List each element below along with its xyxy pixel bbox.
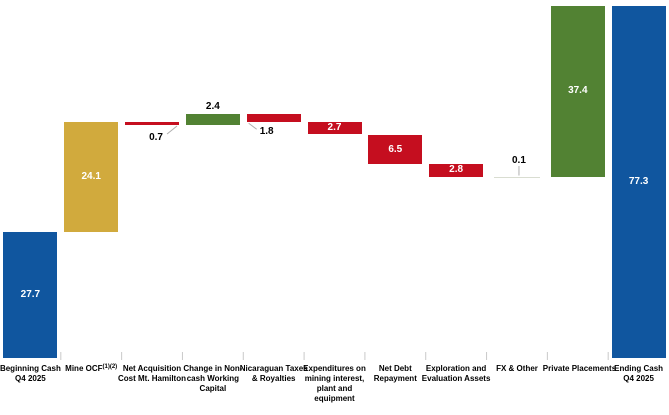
category-label-net-acquisition-cost-mt-hamilton: Net Acquisition Cost Mt. Hamilton — [117, 364, 187, 384]
category-label-line: Q4 2025 — [15, 374, 46, 383]
bar-ending-cash-q4-2025 — [611, 5, 666, 358]
category-label-line: Mine OCF — [65, 364, 103, 373]
category-label-line: FX & Other — [496, 364, 538, 373]
category-label-mine-ocf: Mine OCF(1)(2) — [56, 364, 126, 375]
category-label-expenditures-on-mining-interest-plant-and-equipment: Expenditures on mining interest, plant and… — [300, 364, 370, 404]
category-label-line: & Royalties — [251, 374, 296, 383]
category-label-fx-other: FX & Other — [482, 364, 552, 374]
category-label-ending-cash-q4-2025: Ending Cash Q4 2025 — [604, 364, 669, 384]
category-label-line: Net Acquisition — [122, 364, 182, 373]
footnote-superscript: (1)(2) — [102, 364, 118, 370]
value-label-net-debt-repayment: 6.5 — [388, 143, 403, 155]
category-label-line: equipment — [314, 394, 355, 403]
category-label-line: Net Debt — [378, 364, 412, 373]
category-label-line: plant and — [316, 384, 353, 393]
value-label-mine-ocf: 24.1 — [81, 170, 101, 182]
value-label-private-placements: 37.4 — [568, 85, 588, 96]
category-label-line: Beginning Cash — [0, 364, 61, 373]
value-label-fx-other: 0.1 — [512, 154, 526, 166]
category-label-line: Change in Non- — [183, 364, 243, 373]
value-label-beginning-cash-q4-2025: 27.7 — [20, 288, 41, 300]
category-label-line: Q4 2025 — [623, 374, 654, 383]
bar-fx-other — [493, 176, 540, 178]
category-label-line: Repayment — [373, 374, 417, 383]
category-label-line: Exploration and — [425, 364, 487, 373]
category-label-line: cash Working — [186, 374, 240, 383]
value-label-nicaraguan-taxes-royalties: 1.8 — [259, 126, 274, 138]
category-label-line: Nicaraguan Taxes — [239, 364, 308, 373]
value-label-expenditures-on-mining-interest-plant-and-equipment: 2.7 — [327, 122, 342, 134]
bar-nicaraguan-taxes-royalties — [246, 114, 301, 123]
bar-private-placements — [550, 6, 605, 177]
category-label-nicaraguan-taxes-royalties: Nicaraguan Taxes & Royalties — [239, 364, 309, 384]
category-label-line: Evaluation Assets — [421, 374, 491, 383]
value-label-net-acquisition-cost-mt-hamilton: 0.7 — [149, 132, 163, 143]
bar-mine-ocf — [64, 121, 119, 232]
category-label-line: Ending Cash — [614, 364, 664, 373]
bar-net-acquisition-cost-mt-hamilton — [125, 121, 179, 125]
bar-beginning-cash-q4-2025 — [3, 231, 58, 358]
bar-exploration-and-evaluation-assets — [429, 164, 484, 177]
category-label-line: Cost Mt. Hamilton — [118, 374, 186, 383]
value-label-change-in-non-cash-working-capital: 2.4 — [205, 101, 220, 112]
category-label-line: Private Placements — [542, 364, 617, 373]
value-label-exploration-and-evaluation-assets: 2.8 — [449, 164, 464, 176]
value-label-ending-cash-q4-2025: 77.3 — [628, 175, 649, 187]
category-label-line: mining interest, — [304, 374, 365, 383]
category-label-line: Capital — [199, 384, 227, 393]
category-label-change-in-non-cash-working-capital: Change in Non-cash Working Capital — [178, 364, 248, 394]
bar-change-in-non-cash-working-capital — [185, 114, 240, 125]
bar-net-debt-repayment — [368, 134, 423, 165]
category-label-exploration-and-evaluation-assets: Exploration and Evaluation Assets — [421, 364, 491, 384]
category-label-private-placements: Private Placements — [542, 364, 617, 374]
category-label-net-debt-repayment: Net Debt Repayment — [360, 364, 430, 384]
category-label-beginning-cash-q4-2025: Beginning Cash Q4 2025 — [0, 364, 65, 384]
bar-expenditures-on-mining-interest-plant-and-equipment — [307, 122, 362, 135]
category-label-line: Expenditures on — [303, 364, 366, 373]
